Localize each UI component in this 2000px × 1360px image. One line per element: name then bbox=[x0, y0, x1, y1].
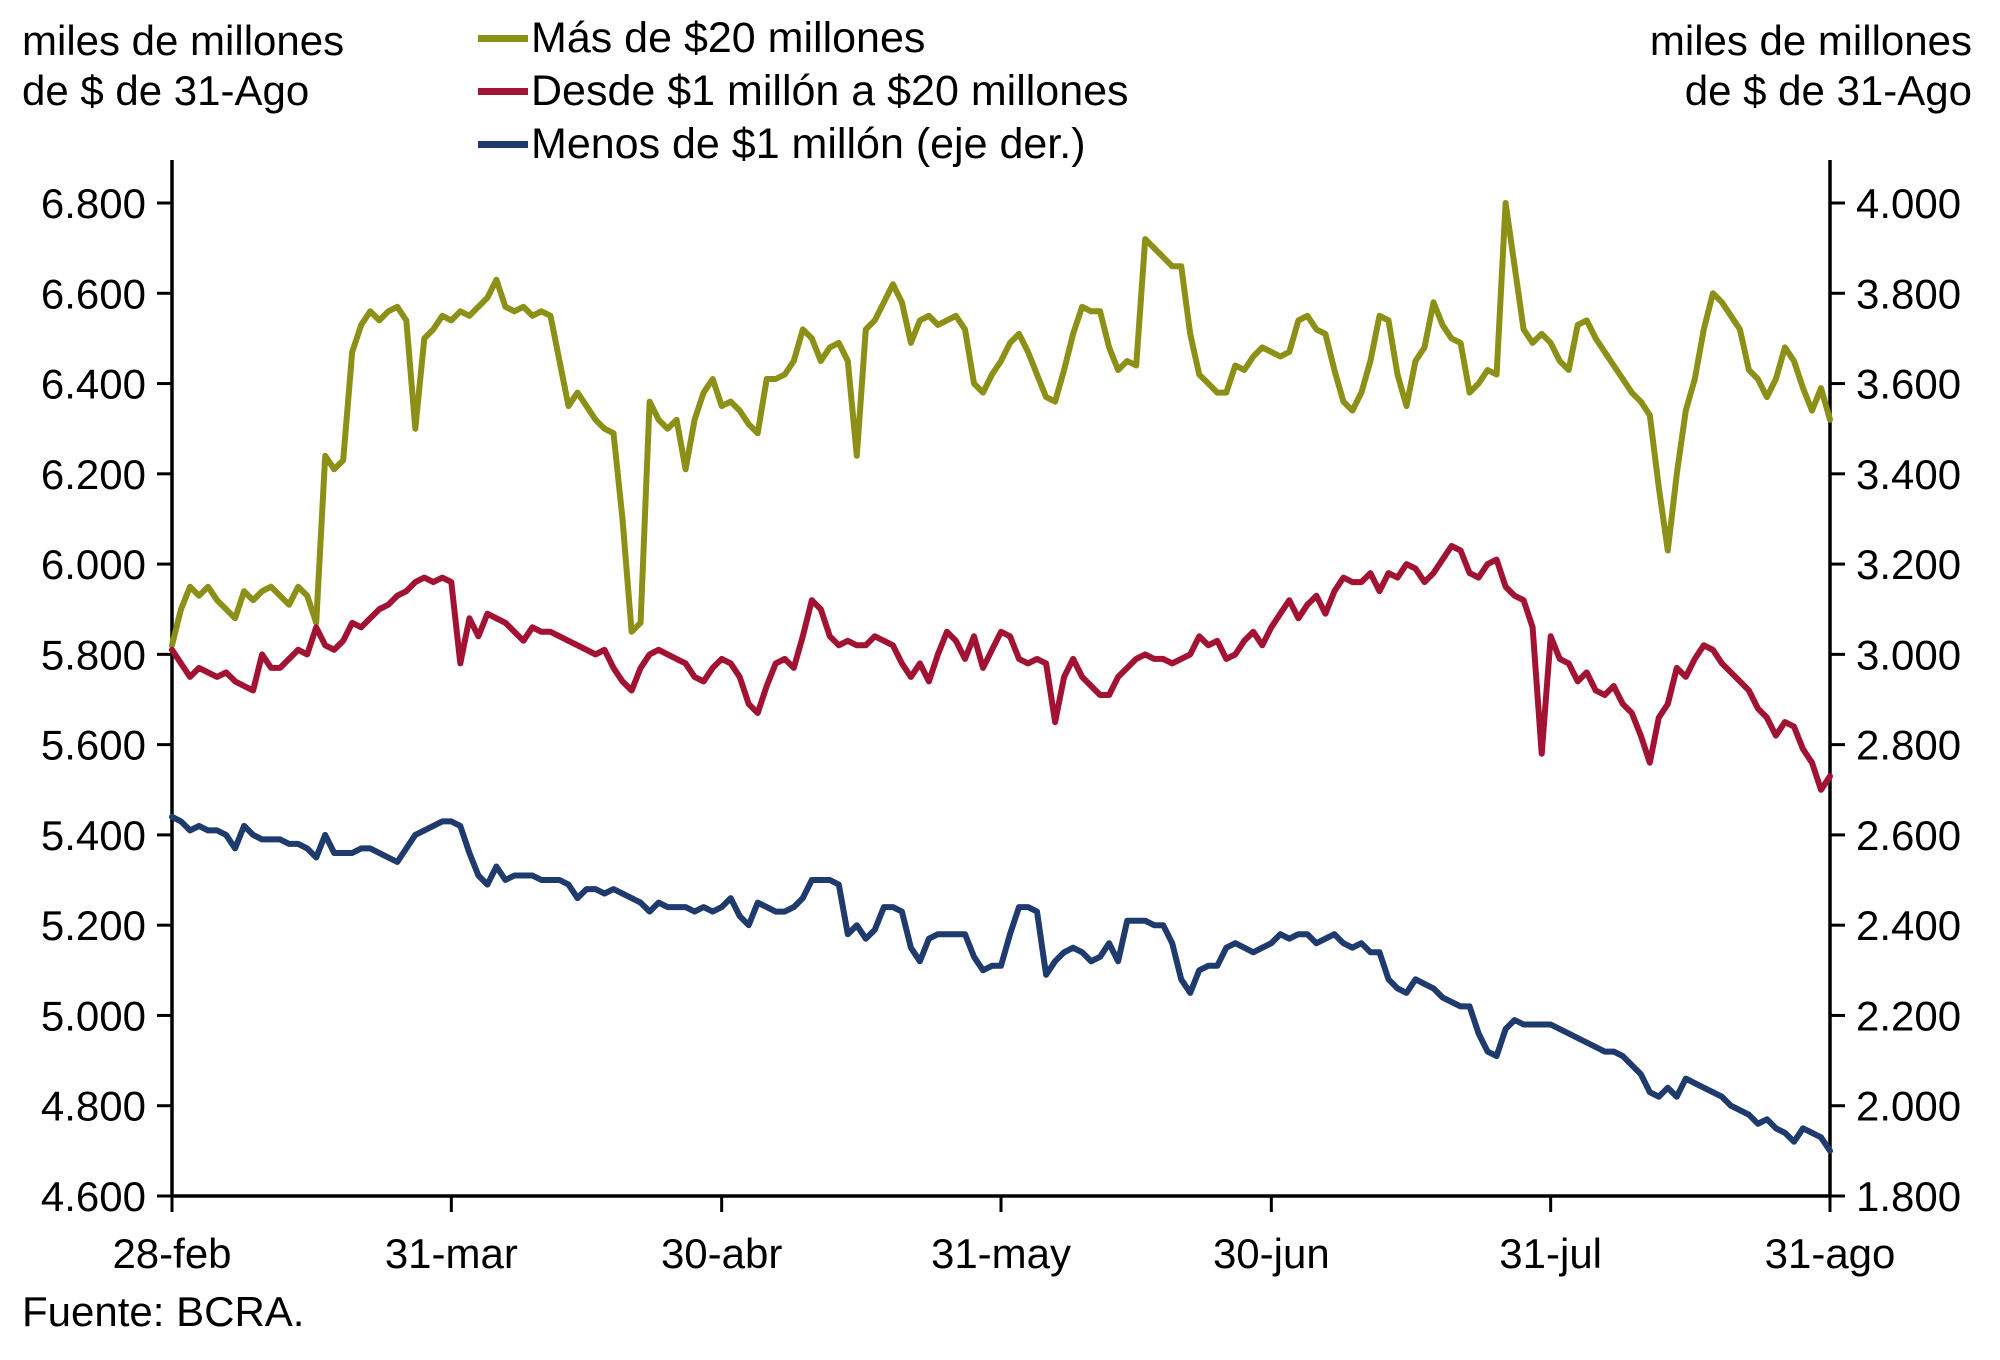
x-tick-label: 28-feb bbox=[112, 1230, 231, 1277]
legend-item: Desde $1 millón a $20 millones bbox=[478, 65, 1129, 118]
legend-item-label: Menos de $1 millón (eje der.) bbox=[531, 120, 1086, 168]
x-tick-label: 31-jul bbox=[1499, 1230, 1602, 1277]
y-left-tick-label: 6.800 bbox=[41, 180, 146, 227]
y-right-tick-label: 3.600 bbox=[1856, 361, 1961, 408]
legend: Más de $20 millones Desde $1 millón a $2… bbox=[478, 12, 1129, 171]
y-left-tick-label: 6.200 bbox=[41, 451, 146, 498]
legend-item: Menos de $1 millón (eje der.) bbox=[478, 118, 1129, 171]
series-line bbox=[169, 813, 1833, 1154]
legend-item: Más de $20 millones bbox=[478, 12, 1129, 65]
y-left-tick-label: 5.200 bbox=[41, 902, 146, 949]
legend-line-swatch bbox=[478, 88, 528, 95]
y-right-tick-label: 3.800 bbox=[1856, 270, 1961, 317]
y-right-tick-label: 3.400 bbox=[1856, 451, 1961, 498]
y-right-tick-label: 2.200 bbox=[1856, 992, 1961, 1039]
y-left-tick-label: 5.000 bbox=[41, 992, 146, 1039]
y-right-tick-label: 1.800 bbox=[1856, 1173, 1961, 1220]
x-tick-label: 31-mar bbox=[385, 1230, 518, 1277]
y-left-tick-label: 5.400 bbox=[41, 812, 146, 859]
y-left-tick-label: 5.800 bbox=[41, 631, 146, 678]
y-left-tick-label: 4.800 bbox=[41, 1083, 146, 1130]
legend-line-swatch bbox=[478, 141, 528, 148]
y-left-tick-label: 6.400 bbox=[41, 361, 146, 408]
y-right-tick-label: 2.000 bbox=[1856, 1083, 1961, 1130]
y-left-tick-label: 5.600 bbox=[41, 722, 146, 769]
legend-line-swatch bbox=[478, 35, 528, 42]
legend-item-label: Más de $20 millones bbox=[531, 14, 926, 62]
y-left-tick-label: 6.600 bbox=[41, 270, 146, 317]
y-right-tick-label: 2.800 bbox=[1856, 722, 1961, 769]
series-line bbox=[169, 543, 1833, 793]
x-tick-label: 30-abr bbox=[661, 1230, 782, 1277]
left-axis-unit-label: miles de millones de $ de 31-Ago bbox=[22, 17, 345, 114]
x-tick-label: 31-may bbox=[931, 1230, 1071, 1277]
y-right-tick-label: 3.000 bbox=[1856, 631, 1961, 678]
legend-item-label: Desde $1 millón a $20 millones bbox=[531, 67, 1129, 115]
y-right-tick-label: 2.600 bbox=[1856, 812, 1961, 859]
y-left-tick-label: 4.600 bbox=[41, 1173, 146, 1220]
right-axis-unit-label: miles de millones de $ de 31-Ago bbox=[1649, 17, 1972, 114]
y-right-tick-label: 3.200 bbox=[1856, 541, 1961, 588]
x-tick-label: 30-jun bbox=[1213, 1230, 1330, 1277]
y-right-tick-label: 2.400 bbox=[1856, 902, 1961, 949]
source-note: Fuente: BCRA. bbox=[22, 1288, 305, 1335]
x-tick-label: 31-ago bbox=[1765, 1230, 1896, 1277]
series-line bbox=[169, 200, 1833, 649]
y-right-tick-label: 4.000 bbox=[1856, 180, 1961, 227]
y-left-tick-label: 6.000 bbox=[41, 541, 146, 588]
